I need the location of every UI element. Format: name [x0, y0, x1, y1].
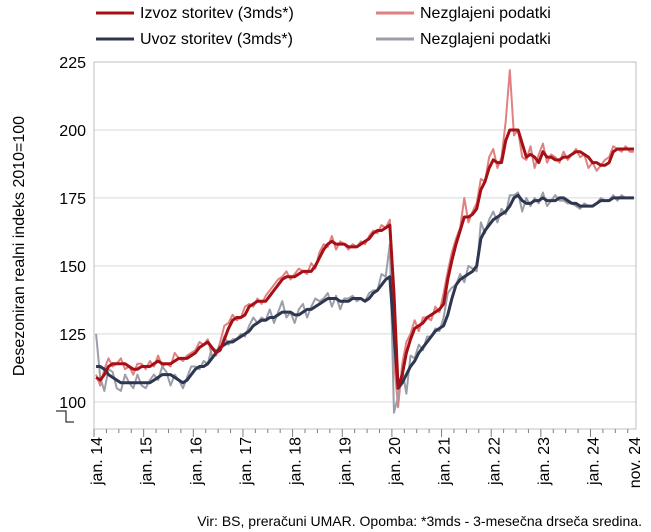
- series-line-izvoz-raw: [95, 69, 634, 409]
- x-tick-label: jan. 16: [188, 437, 205, 486]
- gridlines: [94, 61, 636, 403]
- x-tick-label: nov. 24: [627, 437, 644, 488]
- y-tick-label: 225: [59, 55, 86, 72]
- x-tick-label: jan. 14: [89, 437, 106, 486]
- x-tick-label: jan. 19: [337, 437, 354, 486]
- x-tick-label: jan. 22: [486, 437, 503, 486]
- x-tick-label: jan. 21: [437, 437, 454, 486]
- x-tick-label: jan. 23: [536, 437, 553, 486]
- y-tick-label: 200: [59, 123, 86, 140]
- y-tick-label: 125: [59, 327, 86, 344]
- legend-label: Nezglajeni podatki: [420, 5, 551, 22]
- x-tick-label: jan. 15: [139, 437, 156, 486]
- x-tick-label: jan. 18: [288, 437, 305, 486]
- axis-break-mark: [56, 410, 74, 423]
- y-axis-label: Desezoniran realni indeks 2010=100: [11, 116, 28, 376]
- x-tick-label: jan. 24: [586, 437, 603, 486]
- x-axis-ticks: jan. 14 jan. 15 jan. 16 jan. 17 jan. 18 jan. …: [89, 429, 644, 488]
- y-axis-ticks: 100 125 150 175 200 225: [59, 55, 86, 412]
- legend-label: Nezglajeni podatki: [420, 31, 551, 48]
- y-tick-label: 150: [59, 259, 86, 276]
- y-tick-label: 100: [59, 395, 86, 412]
- x-tick-label: jan. 20: [387, 437, 404, 486]
- legend-label: Izvoz storitev (3mds*): [140, 5, 294, 22]
- series-line-izvoz-3mds: [95, 128, 634, 390]
- series-lines: [95, 69, 634, 414]
- legend-label: Uvoz storitev (3mds*): [140, 31, 293, 48]
- source-note: Vir: BS, preračuni UMAR. Opomba: *3mds -…: [197, 513, 642, 529]
- x-tick-label: jan. 17: [238, 437, 255, 486]
- legend: Izvoz storitev (3mds*) Nezglajeni podatki…: [96, 5, 551, 48]
- plot-area-border: [93, 61, 637, 430]
- y-tick-label: 175: [59, 191, 86, 208]
- series-line-uvoz-3mds: [96, 193, 634, 390]
